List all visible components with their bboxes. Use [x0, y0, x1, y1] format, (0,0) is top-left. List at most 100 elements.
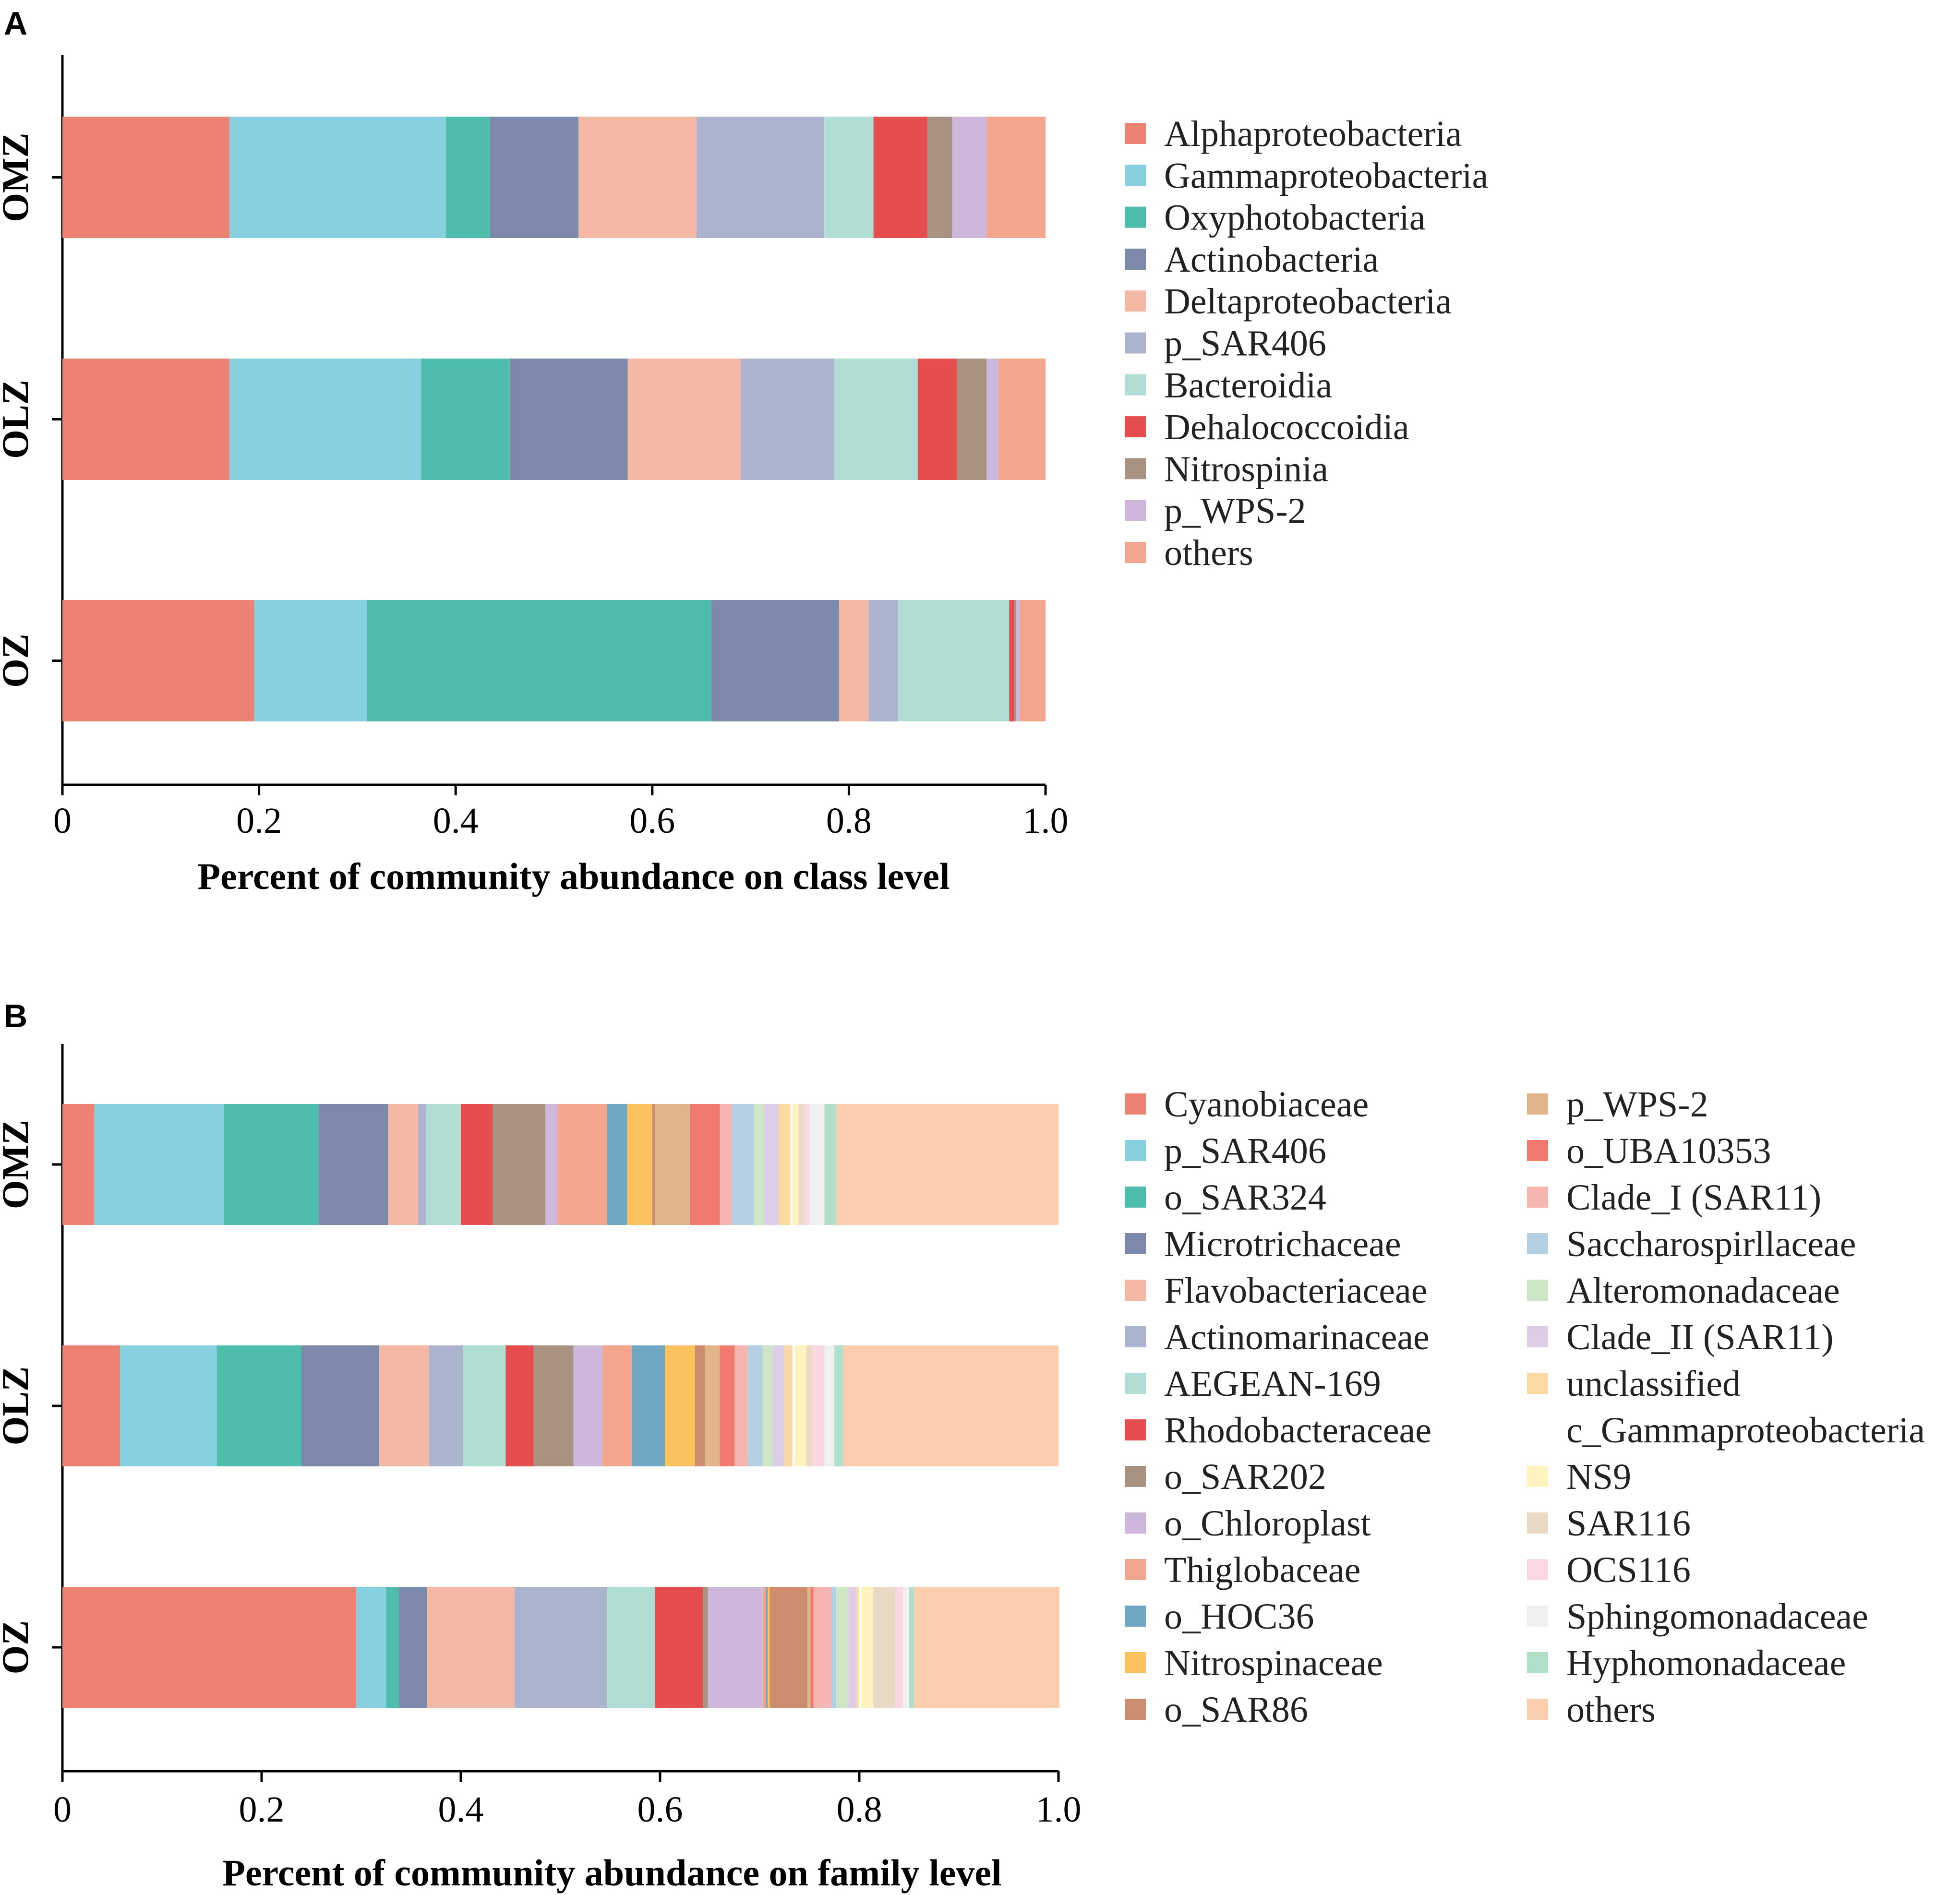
panel-b-bar-segment-oz-actinomarinaceae: Actinomarinaceae (OZ): 0.093: [515, 1587, 608, 1708]
panel-a-bar-segment-oz-p-sar406: p_SAR406 (OZ): 0.03: [868, 600, 898, 721]
panel-b-legend-swatch: [1125, 1419, 1146, 1440]
panel-b-bar-segment-oz-c-gammaproteobacteria: c_Gammaproteobacteria (OZ): 0.002: [859, 1587, 862, 1708]
panel-b-bar-segment-omz-p-wps-2: p_WPS-2 (OMZ): 0.035: [655, 1104, 690, 1225]
panel-a-x-axis-title: Percent of community abundance on class …: [197, 855, 950, 897]
panel-b-bar-segment-olz-o-chloroplast: o_Chloroplast (OLZ): 0.029: [573, 1345, 602, 1466]
panel-a-legend-swatch: [1125, 374, 1146, 396]
panel-b-legend-swatch: [1125, 1093, 1146, 1115]
panel-a-legend-label: Nitrospinia: [1164, 449, 1328, 489]
panel-a-bar-segment-olz-deltaproteobacteria: Deltaproteobacteria (OLZ): 0.115: [627, 359, 741, 480]
panel-b-legend-swatch: [1125, 1326, 1146, 1347]
panel-b-bar-segment-olz-flavobacteriaceae: Flavobacteriaceae (OLZ): 0.05: [379, 1345, 429, 1466]
panel-a-legend-swatch: [1125, 165, 1146, 186]
panel-b-bar-segment-oz-flavobacteriaceae: Flavobacteriaceae (OZ): 0.088: [427, 1587, 515, 1708]
panel-a-legend-swatch: [1125, 500, 1146, 521]
panel-b-bar-segment-olz-others: others (OLZ): 0.216: [843, 1345, 1058, 1466]
panel-b-bar-segment-oz-sar116: SAR116 (OZ): 0.022: [873, 1587, 895, 1708]
panel-a-bar-segment-oz-oxyphotobacteria: Oxyphotobacteria (OZ): 0.35: [367, 600, 711, 721]
panel-b-bar-segment-oz-saccharospirllaceae: Saccharospirllaceae (OZ): 0.005: [831, 1587, 837, 1708]
panel-a-bar-segment-omz-oxyphotobacteria: Oxyphotobacteria (OMZ): 0.045: [445, 117, 490, 238]
panel-a-bar-segment-omz-p-sar406: p_SAR406 (OMZ): 0.13: [696, 117, 825, 238]
panel-b-legend-label: o_SAR324: [1164, 1177, 1326, 1218]
panel-b-x-tick-label: 0.2: [239, 1789, 285, 1830]
panel-b-legend-label: Clade_II (SAR11): [1566, 1317, 1834, 1357]
panel-b-legend-label: Sphingomonadaceae: [1566, 1596, 1868, 1637]
panel-a-legend-label: Bacteroidia: [1164, 365, 1332, 406]
panel-b-x-tick-label: 0.4: [438, 1789, 484, 1830]
panel-b-bar-segment-oz-microtrichaceae: Microtrichaceae (OZ): 0.028: [399, 1587, 427, 1708]
panel-b-bar-segment-omz-o-sar202: o_SAR202 (OMZ): 0.053: [493, 1104, 546, 1225]
panel-a-bar-segment-omz-actinobacteria: Actinobacteria (OMZ): 0.09: [490, 117, 579, 238]
panel-a-bar-segment-olz-oxyphotobacteria: Oxyphotobacteria (OLZ): 0.09: [421, 359, 510, 480]
panel-b-bar-segment-oz-alteromonadaceae: Alteromonadaceae (OZ): 0.012: [836, 1587, 849, 1708]
panel-b-bar-segment-oz-clade-ii-sar11: Clade_II (SAR11) (OZ): 0.008: [848, 1587, 856, 1708]
panel-b-legend-label: Saccharospirllaceae: [1566, 1224, 1856, 1264]
panel-b-bar-segment-omz-c-gammaproteobacteria: c_Gammaproteobacteria (OMZ): 0.002: [790, 1104, 793, 1225]
panel-b-legend-label: p_SAR406: [1164, 1131, 1326, 1171]
panel-b-bar-segment-olz-saccharospirllaceae: Saccharospirllaceae (OLZ): 0.015: [747, 1345, 763, 1466]
panel-b-bar-segment-oz-others: others (OZ): 0.146: [914, 1587, 1060, 1708]
panel-a-legend-swatch: [1125, 332, 1146, 354]
panel-b-bar-segment-oz-sphingomonadaceae: Sphingomonadaceae (OZ): 0.006: [903, 1587, 909, 1708]
panel-a-bar-segment-omz-p-wps-2: p_WPS-2 (OMZ): 0.035: [952, 117, 987, 238]
panel-a-bar-segment-omz-gammaproteobacteria: Gammaproteobacteria (OMZ): 0.22: [229, 117, 446, 238]
panel-a-legend-label: p_WPS-2: [1164, 491, 1306, 531]
panel-a-bar-segment-olz-alphaproteobacteria: Alphaproteobacteria (OLZ): 0.17: [62, 359, 230, 480]
panel-b-legend-swatch: [1125, 1280, 1146, 1301]
panel-a-bar-segment-omz-others: others (OMZ): 0.06: [986, 117, 1046, 238]
panel-b-legend-swatch: [1527, 1326, 1548, 1347]
panel-a-x-tick-label: 0.6: [629, 801, 675, 841]
panel-b-legend-label: o_UBA10353: [1566, 1131, 1771, 1171]
panel-a-legend-swatch: [1125, 458, 1146, 480]
panel-b-legend-label: Actinomarinaceae: [1164, 1317, 1430, 1357]
panel-a-x-tick-label: 0.8: [826, 801, 872, 841]
panel-b-bar-segment-omz-p-sar406: p_SAR406 (OMZ): 0.13: [94, 1104, 224, 1225]
panel-b-bar-segment-omz-flavobacteriaceae: Flavobacteriaceae (OMZ): 0.03: [388, 1104, 418, 1225]
panel-b-bar-segment-olz-nitrospinaceae: Nitrospinaceae (OLZ): 0.03: [665, 1345, 695, 1466]
panel-b-bar-segment-olz-ocs116: OCS116 (OLZ): 0.012: [812, 1345, 825, 1466]
panel-b-category-label-olz: OLZ: [0, 1367, 36, 1446]
panel-b-legend-swatch: [1527, 1466, 1548, 1487]
panel-a-bar-segment-olz-actinobacteria: Actinobacteria (OLZ): 0.12: [509, 359, 628, 480]
panel-a-legend-label: others: [1164, 533, 1253, 573]
panel-b-bar-segment-oz-o-sar86: o_SAR86 (OZ): 0.038: [770, 1587, 808, 1708]
panel-b-x-tick-label: 0.6: [637, 1789, 683, 1830]
panel-a-bar-segment-oz-alphaproteobacteria: Alphaproteobacteria (OZ): 0.195: [62, 600, 254, 721]
panel-b-bar-segment-omz-actinomarinaceae: Actinomarinaceae (OMZ): 0.008: [418, 1104, 426, 1225]
panel-b-legend-label: Thiglobaceae: [1164, 1550, 1360, 1590]
panel-b-bar-segment-omz-ns9: NS9 (OMZ): 0.006: [792, 1104, 799, 1225]
panel-b-bar-segment-oz-rhodobacteraceae: Rhodobacteraceae (OZ): 0.048: [655, 1587, 703, 1708]
panel-b-bar-segment-oz-o-sar202: o_SAR202 (OZ): 0.005: [703, 1587, 708, 1708]
panel-a-legend-swatch: [1125, 290, 1146, 312]
panel-b-legend-swatch: [1125, 1466, 1146, 1487]
panel-b-bar-segment-olz-clade-i-sar11: Clade_I (SAR11) (OLZ): 0.013: [734, 1345, 748, 1466]
panel-a-bar-segment-olz-nitrospinia: Nitrospinia (OLZ): 0.03: [957, 359, 987, 480]
panel-b-bar-segment-omz-nitrospinaceae: Nitrospinaceae (OMZ): 0.025: [627, 1104, 652, 1225]
panel-a-legend-label: Deltaproteobacteria: [1164, 281, 1452, 322]
panel-a-bar-segment-oz-bacteroidia: Bacteroidia (OZ): 0.113: [898, 600, 1010, 721]
panel-b-legend-swatch: [1125, 1140, 1146, 1161]
panel-b-legend-label: o_HOC36: [1164, 1596, 1314, 1637]
panel-a-label: A: [4, 5, 27, 42]
panel-b-legend-swatch: [1125, 1187, 1146, 1208]
panel-a-legend-swatch: [1125, 248, 1146, 270]
panel-b-bar-segment-olz-sphingomonadaceae: Sphingomonadaceae (OLZ): 0.01: [824, 1345, 835, 1466]
panel-b-category-label-omz: OMZ: [0, 1120, 36, 1209]
panel-a-category-label-olz: OLZ: [0, 380, 36, 459]
panel-b-bar-segment-omz-cyanobiaceae: Cyanobiaceae (OMZ): 0.032: [62, 1104, 95, 1225]
panel-a-legend-swatch: [1125, 542, 1146, 563]
panel-b-bar-segment-olz-o-uba10353: o_UBA10353 (OLZ): 0.015: [720, 1345, 735, 1466]
panel-b-legend-swatch: [1125, 1652, 1146, 1673]
panel-b-legend-swatch: [1125, 1512, 1146, 1534]
panel-a-bar-segment-omz-alphaproteobacteria: Alphaproteobacteria (OMZ): 0.17: [62, 117, 230, 238]
panel-b-bar-segment-omz-o-chloroplast: o_Chloroplast (OMZ): 0.012: [545, 1104, 558, 1225]
panel-a-legend-label: p_SAR406: [1164, 324, 1326, 364]
panel-b-legend-label: unclassified: [1566, 1364, 1741, 1404]
panel-a-bar-segment-oz-nitrospinia: Nitrospinia (OZ): 0.002: [1014, 600, 1016, 721]
panel-b-bar-segment-olz-clade-ii-sar11: Clade_II (SAR11) (OLZ): 0.012: [772, 1345, 785, 1466]
panel-b-bar-segment-oz-o-hoc36: o_HOC36 (OZ): 0.002: [765, 1587, 768, 1708]
panel-b-bar-segment-omz-sphingomonadaceae: Sphingomonadaceae (OMZ): 0.015: [809, 1104, 825, 1225]
panel-b-legend-label: Rhodobacteraceae: [1164, 1410, 1431, 1451]
panel-a-bar-segment-oz-deltaproteobacteria: Deltaproteobacteria (OZ): 0.03: [839, 600, 869, 721]
